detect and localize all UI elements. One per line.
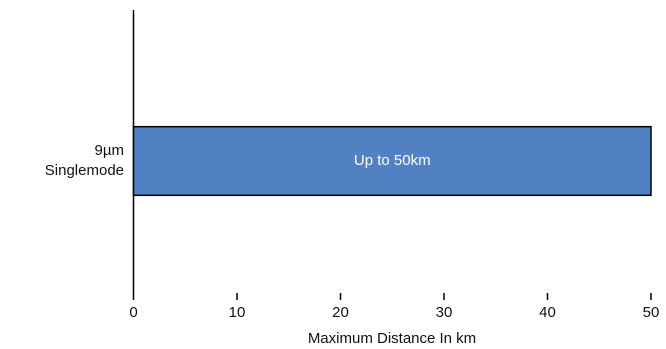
bar-label: Up to 50km	[354, 152, 431, 169]
x-tick-label: 30	[436, 304, 453, 321]
x-tick-label: 10	[229, 304, 246, 321]
x-tick-label: 20	[332, 304, 349, 321]
x-axis-label: Maximum Distance In km	[308, 330, 476, 347]
x-tick-label: 50	[643, 304, 660, 321]
x-tick-label: 0	[129, 304, 137, 321]
x-tick-label: 40	[539, 304, 556, 321]
bar	[132, 125, 652, 197]
y-tick-label: 9µm Singlemode	[44, 142, 124, 179]
